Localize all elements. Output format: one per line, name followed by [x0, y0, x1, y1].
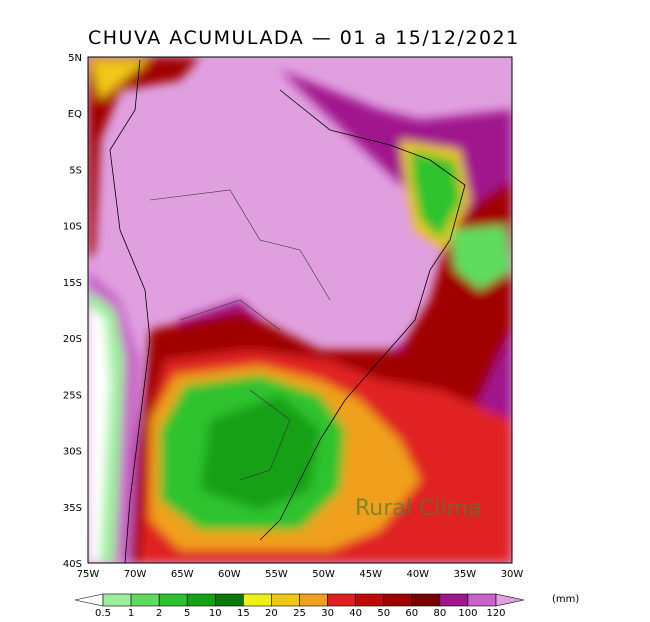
legend-label: 20 — [265, 608, 278, 618]
lat-label: 35S — [63, 503, 82, 514]
lat-label: 5N — [68, 53, 82, 64]
legend-label: 30 — [321, 608, 334, 618]
legend-label: 100 — [458, 608, 477, 618]
lon-label: 40W — [406, 569, 429, 580]
legend-label: 0.5 — [95, 608, 111, 618]
map-frame — [87, 56, 513, 564]
watermark: Rural Clima — [355, 496, 481, 521]
legend-swatch — [186, 593, 216, 607]
legend-swatch — [327, 593, 356, 607]
legend-unit: (mm) — [552, 594, 579, 605]
lon-label: 75W — [77, 569, 100, 580]
legend-label: 15 — [237, 608, 250, 618]
lon-label: 35W — [454, 569, 477, 580]
lat-label: 40S — [63, 559, 82, 570]
legend-swatch — [411, 593, 441, 607]
legend-label: 40 — [349, 608, 362, 618]
legend-label: 10 — [209, 608, 222, 618]
legend-swatch — [214, 593, 244, 607]
rain-field — [88, 57, 512, 563]
lat-label: 20S — [63, 334, 82, 345]
legend-label: 5 — [184, 608, 190, 618]
lon-label: 60W — [218, 569, 241, 580]
lon-label: 65W — [171, 569, 194, 580]
title: CHUVA ACUMULADA — 01 a 15/12/2021 — [88, 27, 520, 49]
legend-swatch — [299, 593, 328, 607]
legend-swatch — [271, 593, 300, 607]
legend-label: 50 — [377, 608, 390, 618]
legend-swatch — [355, 593, 385, 607]
lon-label: 30W — [501, 569, 524, 580]
legend-swatch — [130, 593, 160, 607]
lat-label: 15S — [63, 278, 82, 289]
legend-swatch — [383, 593, 413, 607]
lon-label: 70W — [124, 569, 147, 580]
legend-label: 80 — [433, 608, 446, 618]
legend-label: 2 — [156, 608, 162, 618]
lat-label: 10S — [63, 222, 82, 233]
lon-label: 50W — [312, 569, 335, 580]
legend-label: 25 — [293, 608, 306, 618]
lat-label: 5S — [69, 165, 82, 176]
lon-label: 45W — [359, 569, 382, 580]
legend-arrow — [495, 593, 525, 607]
color-legend: 0.5 1 2 5 10 15 20 25 30 40 50 60 80 100 120(mm) — [74, 593, 579, 619]
legend-swatch — [102, 593, 132, 607]
lat-label: 30S — [63, 447, 82, 458]
legend-label: 1 — [128, 608, 134, 618]
legend-swatch — [439, 593, 469, 607]
legend-swatch — [243, 593, 272, 607]
legend-swatch — [158, 593, 188, 607]
legend-swatch — [467, 593, 497, 607]
legend-label: 60 — [405, 608, 418, 618]
lat-label: 25S — [63, 390, 82, 401]
lon-label: 55W — [265, 569, 288, 580]
legend-label: 120 — [486, 608, 505, 618]
lat-label: EQ — [68, 109, 82, 120]
legend-arrow — [74, 593, 104, 607]
